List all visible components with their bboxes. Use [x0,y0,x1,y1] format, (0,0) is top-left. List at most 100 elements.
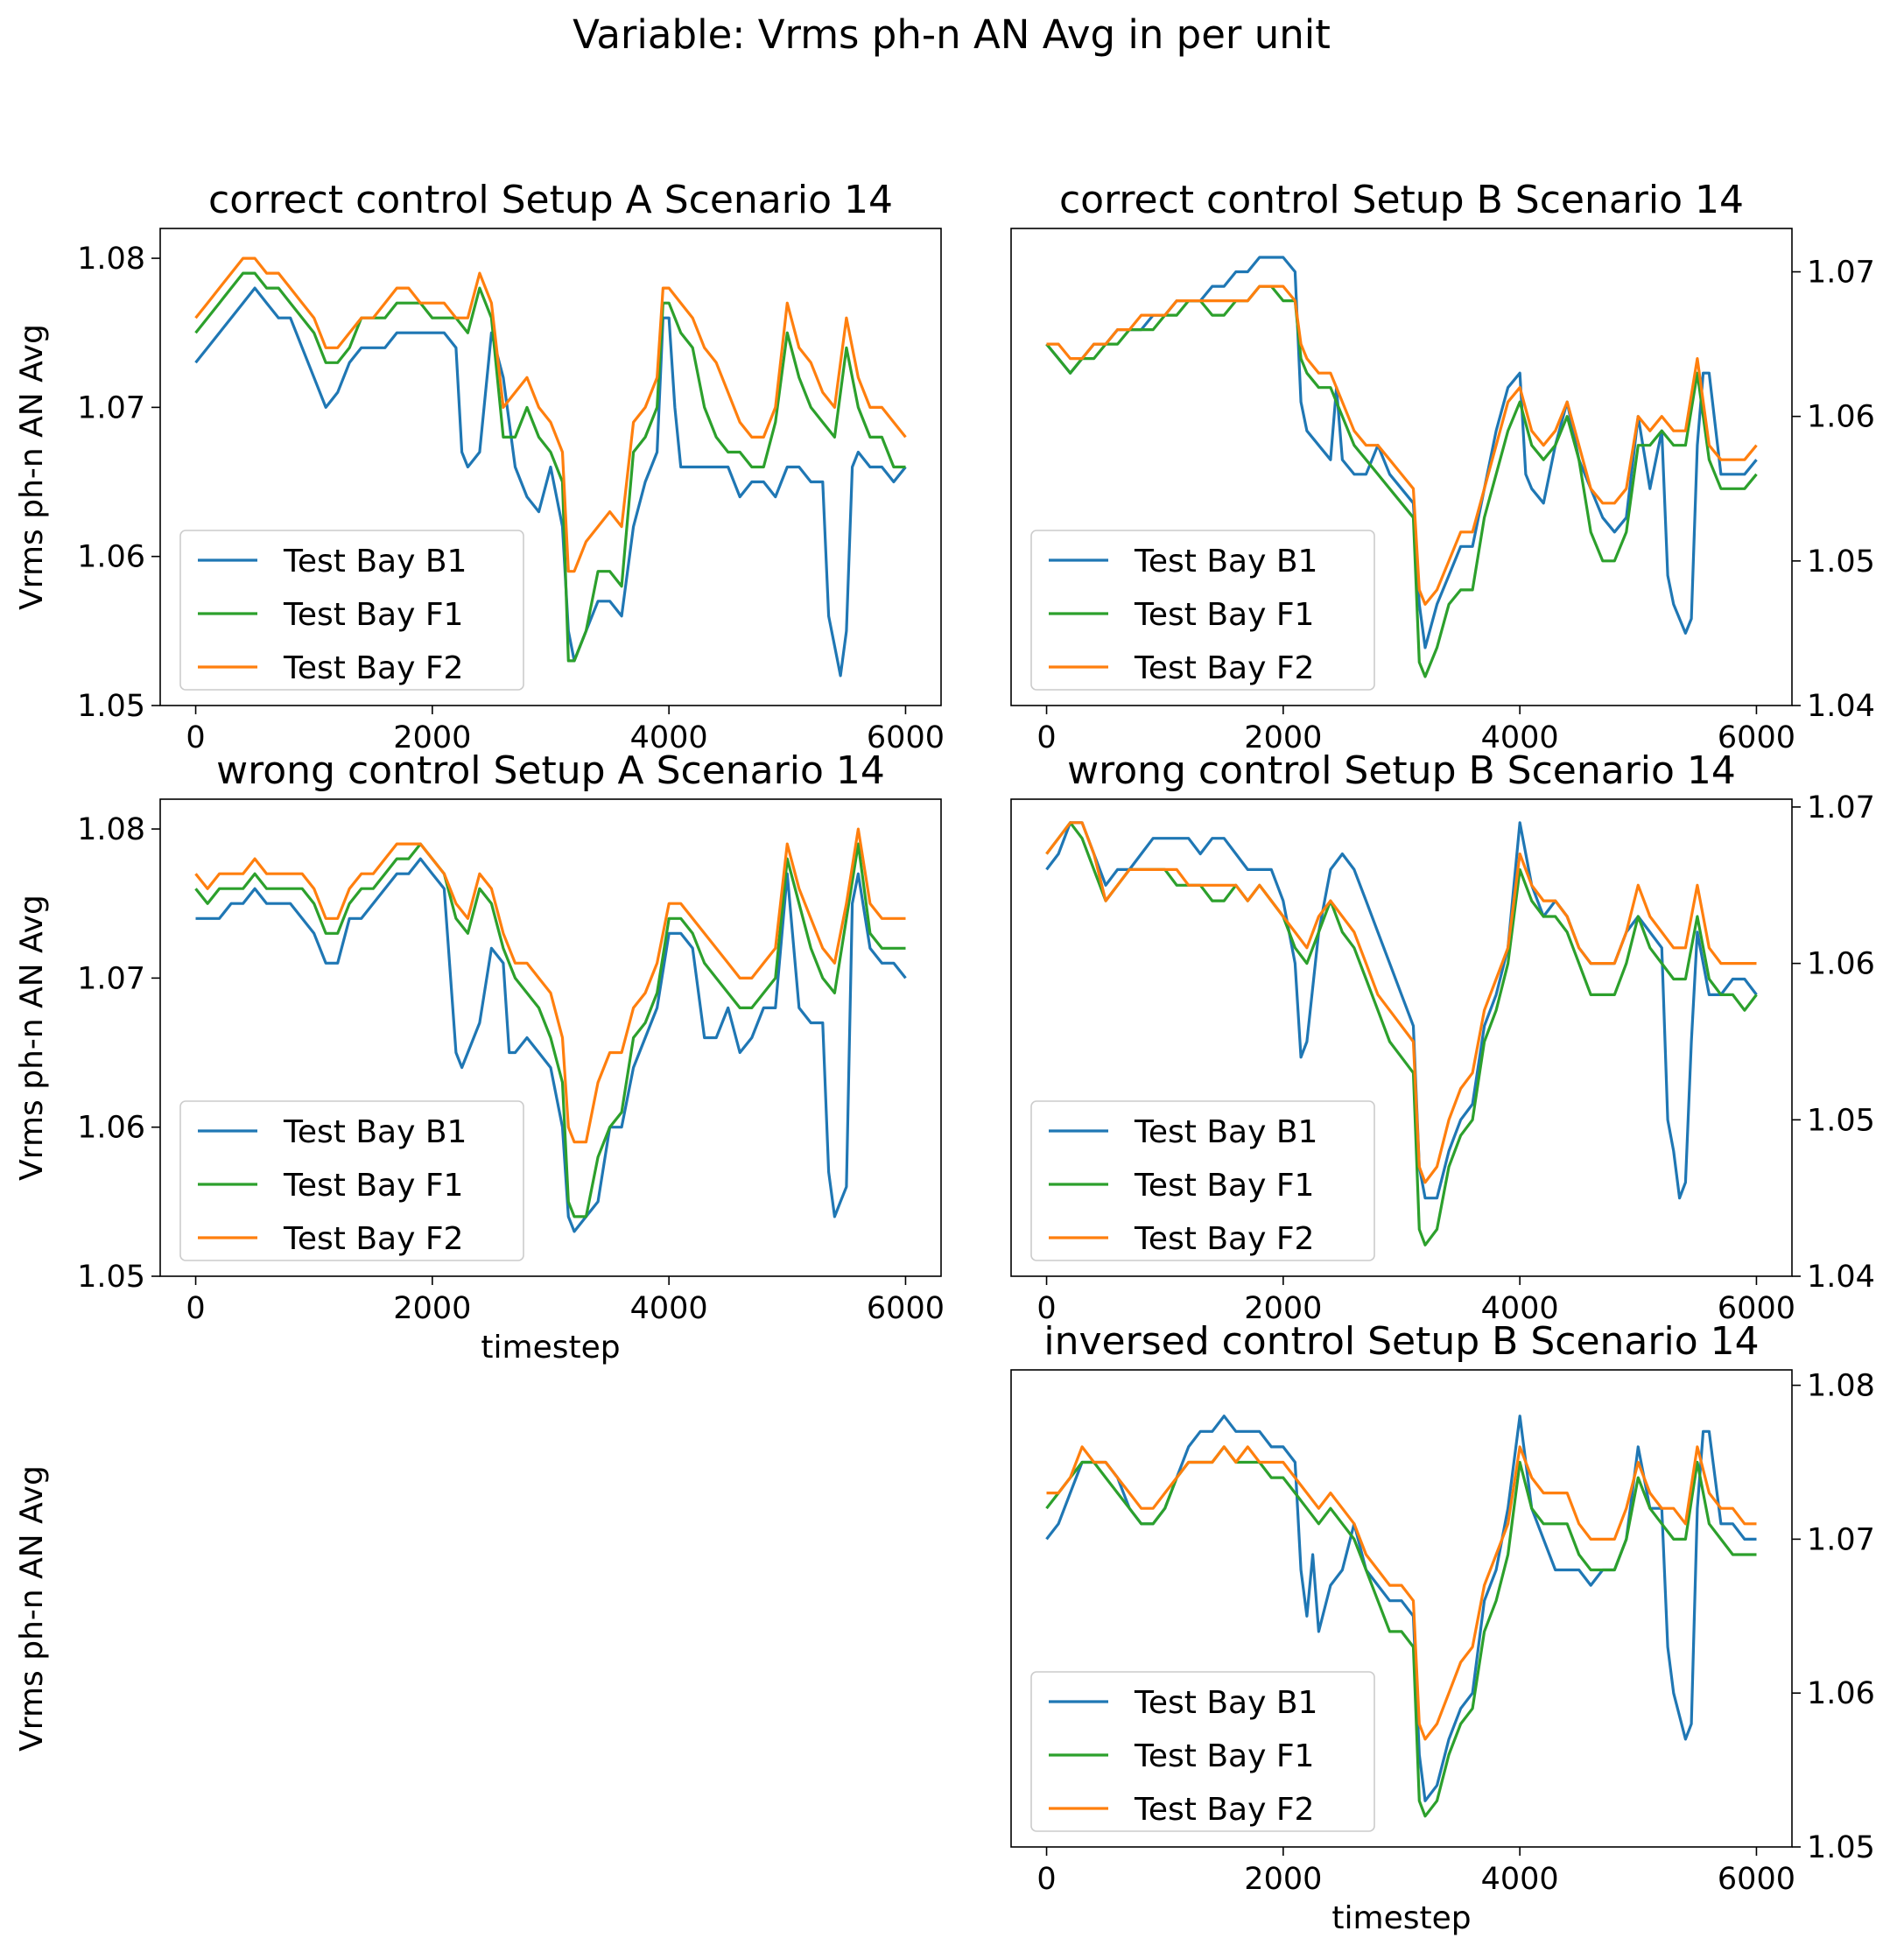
x-tick: 2000 [1244,1847,1322,1897]
x-tick-label: 4000 [1481,1291,1559,1326]
x-tick: 4000 [1481,1847,1559,1897]
y-tick-label: 1.08 [77,242,145,277]
y-tick: 1.05 [77,1260,160,1295]
y-tick-label: 1.07 [77,390,145,425]
legend-label: Test Bay F1 [1134,597,1314,633]
subplot-title: wrong control Setup B Scenario 14 [1067,748,1736,793]
legend-label: Test Bay B1 [1134,1685,1317,1721]
y-tick-label: 1.07 [1807,1522,1875,1557]
x-tick-label: 4000 [1481,720,1559,755]
x-axis-label: timestep [481,1330,620,1366]
x-tick: 6000 [1718,1847,1795,1897]
y-axis-label: Vrms ph-n AN Avg [14,895,50,1181]
x-tick: 6000 [1718,706,1795,755]
series-line-test-bay-f2 [1046,1445,1757,1741]
x-tick: 6000 [867,1276,945,1326]
y-tick: 1.05 [1792,1103,1875,1138]
y-tick-label: 1.04 [1807,689,1875,724]
series-line-test-bay-b1 [194,286,907,678]
subplot-title: correct control Setup B Scenario 14 [1059,178,1744,222]
x-tick-label: 6000 [867,1291,945,1326]
y-tick: 1.07 [77,390,160,425]
subplot-2: correct control Setup B Scenario 14 0 2000… [1010,178,1875,755]
series-line-test-bay-f2 [1046,284,1758,606]
y-tick-label: 1.07 [1807,256,1875,291]
y-tick-label: 1.05 [1807,1830,1875,1865]
x-tick: 4000 [630,1276,708,1326]
subplot-title: correct control Setup A Scenario 14 [208,178,893,222]
subplot-5: inversed control Setup B Scenario 14 0 200… [14,1319,1875,1936]
legend-label: Test Bay F2 [283,650,463,686]
x-tick-label: 0 [1036,720,1056,755]
subplot-title: wrong control Setup A Scenario 14 [216,748,885,793]
x-tick: 0 [1036,1847,1057,1897]
y-tick: 1.06 [77,1111,160,1146]
x-tick-label: 4000 [630,1291,708,1326]
y-tick: 1.04 [1792,689,1875,724]
x-tick-label: 2000 [1244,720,1322,755]
x-tick-label: 6000 [1718,720,1795,755]
legend-label: Test Bay B1 [1134,544,1317,579]
series-line-test-bay-f1 [194,842,906,1218]
x-tick: 0 [186,706,206,755]
y-tick-label: 1.06 [77,1111,145,1146]
x-tick-label: 0 [186,1291,205,1326]
y-tick: 1.07 [1792,790,1875,825]
y-tick-label: 1.06 [1807,1676,1875,1711]
y-tick: 1.07 [1792,256,1875,291]
legend-label: Test Bay F1 [283,597,463,633]
series-line-test-bay-f2 [1045,821,1757,1184]
legend-label: Test Bay F2 [1134,1221,1314,1257]
legend: Test Bay B1 Test Bay F1 Test Bay F2 [1030,1671,1375,1832]
y-tick-label: 1.05 [77,689,145,724]
series-line-test-bay-b1 [195,857,907,1233]
x-axis-label: timestep [1331,1900,1471,1936]
series-line-test-bay-f1 [1045,821,1758,1246]
y-tick-label: 1.07 [77,961,145,996]
legend-label: Test Bay F2 [1134,1792,1314,1828]
x-tick: 2000 [393,1276,471,1326]
y-tick-label: 1.04 [1807,1260,1875,1295]
x-tick: 4000 [1481,1276,1559,1326]
legend-label: Test Bay F1 [283,1168,463,1204]
x-tick-label: 0 [186,720,205,755]
subplot-4: wrong control Setup B Scenario 14 0 2000 40… [1010,748,1875,1326]
legend-label: Test Bay B1 [283,1114,467,1150]
x-tick-label: 2000 [393,1291,471,1326]
y-axis-label: Vrms ph-n AN Avg [14,324,50,610]
y-tick: 1.07 [1792,1522,1875,1557]
legend-label: Test Bay B1 [283,544,467,579]
series-line-test-bay-f1 [1045,1445,1757,1818]
legend-label: Test Bay B1 [1134,1114,1317,1150]
y-tick: 1.05 [1792,1830,1875,1865]
legend: Test Bay B1 Test Bay F1 Test Bay F2 [179,1100,524,1261]
y-tick: 1.07 [77,961,160,996]
x-tick: 0 [186,1276,206,1326]
x-tick-label: 6000 [1718,1291,1795,1326]
x-tick-label: 6000 [1718,1862,1795,1897]
figure-suptitle: Variable: Vrms ph-n AN Avg in per unit [573,11,1331,58]
y-tick: 1.08 [77,242,160,277]
legend-label: Test Bay F2 [1134,650,1314,686]
y-tick: 1.04 [1792,1260,1875,1295]
y-tick: 1.06 [1792,947,1875,982]
x-tick-label: 0 [1036,1862,1056,1897]
series-line-test-bay-f1 [1045,284,1758,678]
series-line-test-bay-f1 [194,271,906,663]
y-tick-label: 1.08 [77,812,145,847]
x-tick-label: 6000 [867,720,945,755]
y-tick-label: 1.05 [77,1260,145,1295]
y-tick-label: 1.05 [1807,1103,1875,1138]
legend-label: Test Bay F1 [1134,1168,1314,1204]
series-line-test-bay-f2 [194,827,906,1144]
y-tick: 1.06 [1792,1676,1875,1711]
axes-frame [1010,1369,1793,1848]
subplot-title: inversed control Setup B Scenario 14 [1043,1319,1759,1364]
y-tick-label: 1.06 [1807,400,1875,435]
legend: Test Bay B1 Test Bay F1 Test Bay F2 [179,530,524,691]
series-line-test-bay-f2 [194,256,907,573]
legend-label: Test Bay F1 [1134,1738,1314,1774]
x-tick-label: 2000 [1244,1862,1322,1897]
x-tick: 6000 [867,706,945,755]
y-tick-label: 1.06 [77,540,145,575]
